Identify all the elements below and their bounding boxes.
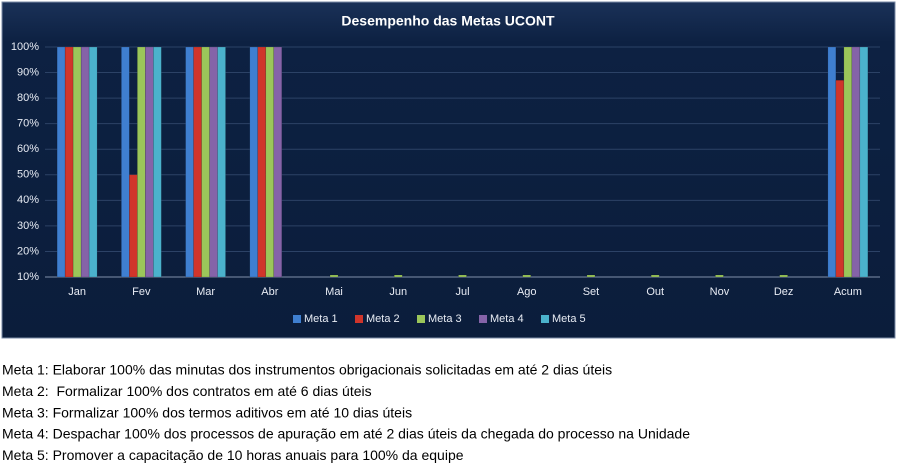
y-tick-label: 100% <box>11 41 39 53</box>
bar <box>145 46 154 278</box>
note: Meta 2: Formalizar 100% dos contratos em… <box>2 383 372 399</box>
x-tick-label: Fev <box>132 286 151 298</box>
legend-swatch <box>293 315 301 323</box>
bar <box>153 46 162 278</box>
x-tick-label: Abr <box>261 286 278 298</box>
bar <box>257 46 267 278</box>
y-tick-label: 30% <box>17 220 39 232</box>
bar <box>522 274 531 278</box>
bar <box>129 174 138 278</box>
bar <box>715 274 724 278</box>
x-tick-label: Ago <box>517 286 537 298</box>
legend-label: Meta 5 <box>552 313 586 325</box>
bar <box>56 46 66 278</box>
bar <box>193 46 202 278</box>
bar <box>185 46 194 278</box>
legend-swatch <box>541 315 549 323</box>
bar <box>265 46 275 278</box>
bar <box>249 46 259 278</box>
bar <box>827 46 837 278</box>
y-tick-label: 70% <box>17 118 39 130</box>
note: Meta 1: Elaborar 100% das minutas dos in… <box>2 362 612 378</box>
bar <box>217 46 226 278</box>
legend-swatch <box>355 315 363 323</box>
x-tick-label: Set <box>583 286 600 298</box>
x-tick-label: Jan <box>68 286 86 298</box>
legend-swatch <box>479 315 487 323</box>
bar <box>586 274 596 278</box>
x-tick-label: Mai <box>325 286 343 298</box>
bar <box>64 46 74 278</box>
x-tick-label: Out <box>646 286 664 298</box>
bar <box>779 274 788 278</box>
bar <box>137 46 146 278</box>
y-tick-label: 20% <box>17 245 39 257</box>
bar <box>329 274 339 278</box>
legend-label: Meta 2 <box>366 313 400 325</box>
chart-title: Desempenho das Metas UCONT <box>341 13 555 29</box>
legend-label: Meta 1 <box>304 313 338 325</box>
y-tick-label: 60% <box>17 143 39 155</box>
note: Meta 3: Formalizar 100% dos termos aditi… <box>2 404 412 420</box>
bar <box>88 46 98 278</box>
bar <box>201 46 210 278</box>
bar <box>458 274 467 278</box>
y-tick-label: 10% <box>17 271 39 283</box>
bar <box>835 79 845 278</box>
x-tick-label: Acum <box>834 286 862 298</box>
note: Meta 4: Despachar 100% dos processos de … <box>2 426 690 442</box>
bar <box>394 274 403 278</box>
bar <box>72 46 82 278</box>
note: Meta 5: Promover a capacitação de 10 hor… <box>2 447 464 463</box>
y-tick-label: 50% <box>17 169 39 181</box>
bar <box>851 46 861 278</box>
bar <box>121 46 130 278</box>
x-tick-label: Dez <box>774 286 794 298</box>
bar <box>209 46 218 278</box>
legend-swatch <box>417 315 425 323</box>
x-tick-label: Nov <box>710 286 730 298</box>
bar <box>80 46 90 278</box>
y-tick-label: 40% <box>17 194 39 206</box>
bar <box>273 46 283 278</box>
x-tick-label: Mar <box>196 286 215 298</box>
bar <box>859 46 869 278</box>
x-tick-label: Jun <box>389 286 407 298</box>
x-tick-label: Jul <box>455 286 469 298</box>
legend-label: Meta 4 <box>490 313 524 325</box>
legend-label: Meta 3 <box>428 313 462 325</box>
y-tick-label: 90% <box>17 66 39 78</box>
bar <box>650 274 660 278</box>
bar <box>843 46 853 278</box>
y-tick-label: 80% <box>17 92 39 104</box>
